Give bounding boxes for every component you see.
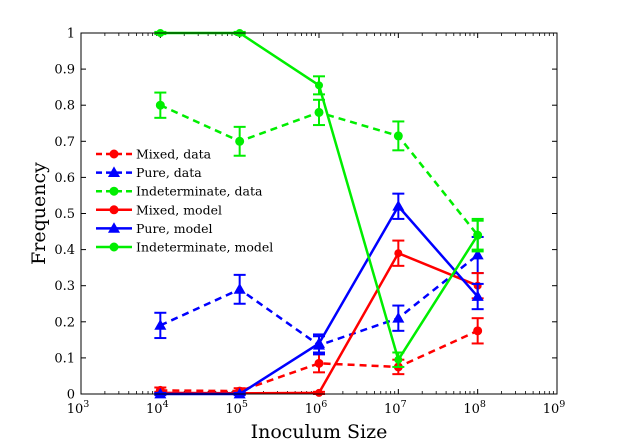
y-tick-label: 0.7	[54, 135, 75, 150]
legend-swatch-marker	[109, 186, 119, 196]
legend-swatch-marker	[107, 222, 121, 233]
y-tick-label: 0.5	[54, 207, 75, 222]
legend-label: Pure, model	[136, 221, 213, 236]
series-line	[159, 254, 479, 347]
data-point	[314, 358, 324, 368]
legend-label: Indeterminate, model	[136, 240, 273, 255]
y-tick-label: 0.8	[54, 99, 75, 114]
plot-frame	[80, 32, 558, 395]
x-tick-label: 105	[225, 399, 248, 417]
data-point	[392, 312, 405, 323]
data-point	[154, 319, 167, 330]
y-tick-label: 0.1	[54, 351, 75, 366]
legend-swatch-marker	[107, 166, 121, 177]
data-point	[315, 388, 323, 397]
legend-swatch-marker	[109, 149, 119, 159]
y-tick-label: 0.3	[54, 279, 75, 294]
legend-label: Mixed, model	[136, 202, 222, 217]
legend-swatch-marker	[109, 205, 119, 215]
legend-swatch-marker	[109, 242, 119, 252]
data-point	[155, 100, 165, 110]
data-point	[394, 355, 403, 364]
series-mixed-model	[154, 239, 484, 398]
data-point	[394, 249, 403, 258]
legend-label: Indeterminate, data	[136, 184, 263, 199]
data-point	[393, 131, 403, 141]
legend: Mixed, data Pure, data Indeterminate, data…	[96, 147, 273, 255]
y-tick-label: 0	[67, 388, 75, 403]
data-point	[471, 248, 484, 260]
y-tick-label: 1	[67, 27, 75, 42]
y-tick-label: 0.2	[54, 315, 75, 330]
data-point	[392, 200, 405, 211]
series-layer	[154, 29, 484, 399]
data-point	[154, 387, 167, 399]
data-point	[233, 387, 246, 399]
series-mixed-data	[154, 317, 484, 396]
x-tick-label: 109	[543, 399, 566, 417]
data-point	[473, 231, 482, 240]
data-point	[233, 283, 246, 294]
tick-labels: 0 0.1 0.2 0.3 0.4 0.5 0.6 0.7 0.8 0.9 1 103 104 105 10…	[54, 27, 565, 418]
data-point	[473, 326, 483, 336]
y-tick-label: 0.9	[54, 63, 75, 78]
y-tick-label: 0.4	[54, 243, 75, 258]
data-point	[471, 290, 484, 301]
y-tick-label: 0.6	[54, 171, 75, 186]
data-point	[235, 136, 245, 146]
x-tick-label: 103	[67, 399, 90, 417]
x-tick-label: 107	[384, 399, 407, 417]
data-point	[315, 81, 323, 90]
y-axis-title: Frequency	[28, 162, 50, 265]
data-point	[314, 107, 324, 117]
x-tick-label: 106	[305, 399, 328, 417]
x-axis-title: Inoculum Size	[251, 421, 388, 443]
legend-label: Mixed, data	[136, 147, 212, 162]
legend-label: Pure, data	[136, 165, 202, 180]
data-point	[312, 337, 326, 348]
x-tick-label: 104	[146, 399, 169, 417]
series-line	[160, 329, 479, 393]
x-tick-label: 108	[463, 399, 486, 417]
